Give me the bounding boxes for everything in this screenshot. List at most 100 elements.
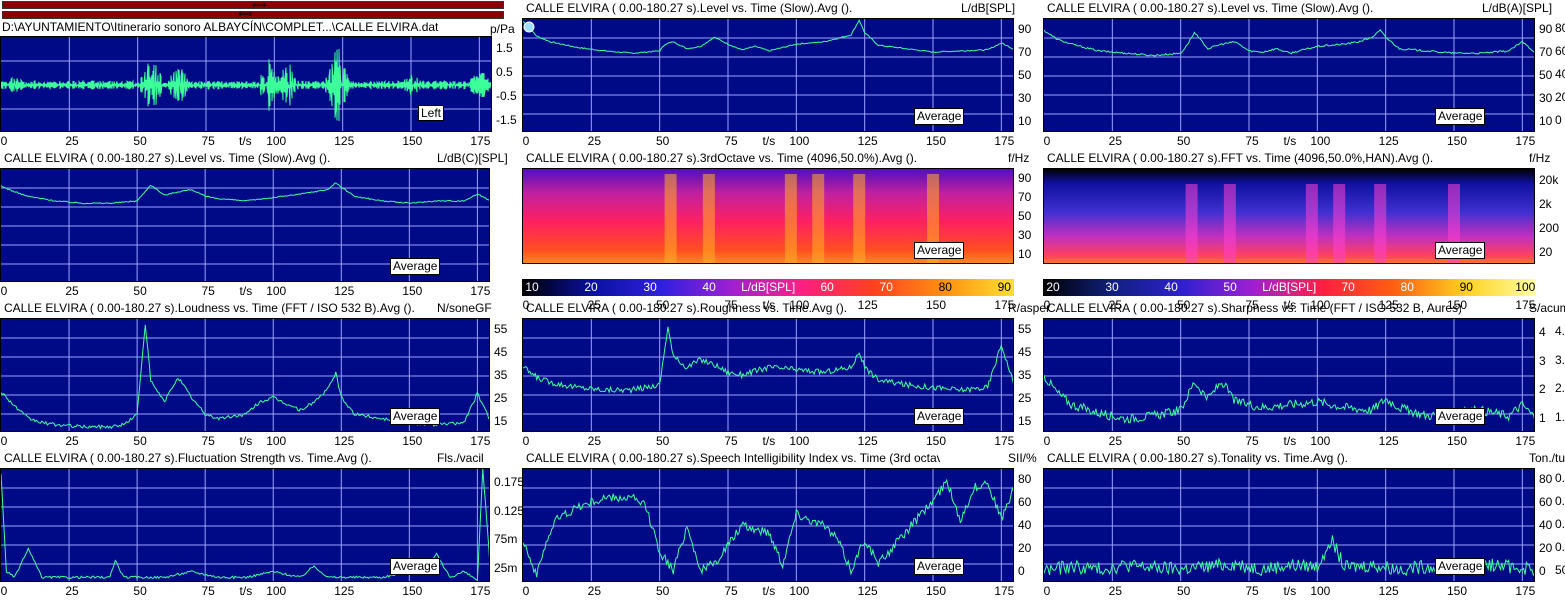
series-line <box>1 182 489 205</box>
y-tick-label: 1 <box>1539 410 1546 425</box>
colorbar-tick-label: 40 <box>702 280 716 294</box>
x-tick-label: 125 <box>857 584 878 598</box>
chart-title: CALLE ELVIRA ( 0.00-180.27 s).Fluctuatio… <box>4 451 372 465</box>
y-tick-label-secondary: 50m <box>1555 562 1565 577</box>
y-tick-label-secondary: 0.25 <box>1555 517 1565 531</box>
y-tick-label: 0.175 <box>494 475 525 490</box>
x-axis-label: t/s <box>762 298 776 312</box>
x-tick-label: 25 <box>587 434 602 448</box>
y-tick-label-secondary: 0.45 <box>1555 471 1565 486</box>
x-tick-label: 75 <box>201 434 215 448</box>
plot-area[interactable] <box>522 468 1014 582</box>
y-tick-label: 20 <box>1539 245 1553 259</box>
y-tick-label-secondary: 0.15 <box>1555 539 1565 554</box>
chart-title: CALLE ELVIRA ( 0.00-180.27 s).3rdOctave … <box>526 151 918 165</box>
y-tick-label: 25 <box>1018 390 1032 405</box>
x-tick-label: 175 <box>994 584 1015 598</box>
y-tick-label: 35 <box>494 368 508 382</box>
plot-svg <box>1044 169 1534 263</box>
x-tick-label: 25 <box>1108 584 1123 598</box>
waveform-trace <box>1 48 491 122</box>
x-tick-label: 175 <box>470 434 491 448</box>
waveform-y-tick: 1.5 <box>496 41 513 55</box>
colorbar-tick-label: 100 <box>1515 280 1536 294</box>
x-axis-label: t/s <box>762 584 776 598</box>
x-tick-label: 125 <box>857 134 878 148</box>
x-tick-label: 75 <box>1245 434 1259 448</box>
x-tick-label: 150 <box>1446 298 1468 312</box>
x-tick-label: 25 <box>587 134 602 148</box>
colorbar: 20 30 40 50 L/dB[SPL] 70 80 90 100 <box>1043 279 1535 296</box>
x-tick-label: 175 <box>994 298 1015 312</box>
x-tick-label: 50 <box>1176 298 1191 312</box>
colorbar-tick-label: L/dB[SPL] <box>741 280 796 294</box>
y-tick-label: 50 <box>1539 68 1553 82</box>
average-label: Average <box>390 408 441 425</box>
colorbar-tick-label: 50 <box>1223 280 1237 294</box>
colorbar-tick-label: 10 <box>525 280 539 294</box>
y-tick-label: 0 <box>1539 563 1546 578</box>
x-tick-label: 75 <box>724 584 738 598</box>
chart-title: CALLE ELVIRA ( 0.00-180.27 s).Level vs. … <box>4 151 331 165</box>
y-tick-label-secondary: 80 <box>1555 21 1565 36</box>
unit-label: f/Hz <box>1529 151 1551 165</box>
waveform-y-tick: 0.5 <box>496 65 513 79</box>
x-tick-label: 125 <box>334 284 355 298</box>
waveform-svg <box>1 37 491 131</box>
x-tick-label: 25 <box>65 584 79 598</box>
average-label: Average <box>1435 408 1486 425</box>
x-tick-label: 50 <box>133 284 147 298</box>
x-tick-label: 150 <box>402 284 423 298</box>
spectrogram-band <box>927 174 939 263</box>
average-label: Average <box>914 408 965 425</box>
average-label: Average <box>914 242 965 259</box>
average-label: Average <box>914 108 965 125</box>
plot-area[interactable] <box>1043 168 1535 264</box>
x-tick-label: 150 <box>402 434 423 448</box>
y-tick-label: 0.125 <box>494 503 525 518</box>
y-tick-label: 55 <box>1018 322 1032 337</box>
waveform-x-tick: 175 <box>470 134 491 148</box>
x-tick-label: 75 <box>1245 134 1259 148</box>
y-tick-label: 20 <box>1018 540 1032 555</box>
chart-title: CALLE ELVIRA ( 0.00-180.27 s).FFT vs. Ti… <box>1047 151 1434 165</box>
x-tick-label: 175 <box>1515 134 1536 148</box>
file-path: D:\AYUNTAMIENTO\Itinerario sonoro ALBAYC… <box>2 20 439 34</box>
x-tick-label: 50 <box>1176 434 1191 448</box>
scroll-track-top[interactable] <box>2 1 504 9</box>
y-tick-label: 20 <box>1539 540 1553 555</box>
colorbar-tick-label: 80 <box>1400 280 1414 294</box>
marker-icon[interactable] <box>523 21 535 33</box>
x-tick-label: 100 <box>266 284 287 298</box>
x-tick-label: 100 <box>266 584 287 598</box>
average-label: Average <box>1435 242 1486 259</box>
y-tick-label: 10 <box>1018 247 1032 262</box>
y-tick-label: 45 <box>494 345 508 360</box>
spectrogram-band <box>812 174 825 263</box>
x-tick-label: 0 <box>0 434 8 448</box>
x-axis-label: t/s <box>239 584 253 598</box>
chart-title: CALLE ELVIRA ( 0.00-180.27 s).Speech Int… <box>526 451 940 465</box>
waveform-plot[interactable]: Left <box>0 36 492 132</box>
x-tick-label: 75 <box>201 284 215 298</box>
x-tick-label: 100 <box>1310 584 1331 598</box>
waveform-x-tick: 50 <box>133 134 147 148</box>
spectrogram-band <box>702 174 715 263</box>
scroll-thumb-icon[interactable]: ⟺ <box>252 0 267 11</box>
scroll-track-bottom[interactable] <box>2 11 504 19</box>
chart-title: CALLE ELVIRA ( 0.00-180.27 s).Roughness … <box>526 301 848 315</box>
y-tick-label-secondary: 60 <box>1555 44 1565 59</box>
x-tick-label: 0 <box>522 134 530 148</box>
x-tick-label: 175 <box>470 584 491 598</box>
x-axis-label: t/s <box>239 284 253 298</box>
waveform-x-label: t/s <box>239 134 252 148</box>
y-tick-label: 15 <box>1018 413 1032 428</box>
chart-panel-p7: CALLE ELVIRA ( 0.00-180.27 s).Roughness … <box>522 300 1066 450</box>
spectrogram-band <box>664 174 677 263</box>
plot-svg <box>1 469 489 581</box>
x-tick-label: 125 <box>1378 298 1399 312</box>
scroll-thumb-icon[interactable]: ⟺ <box>238 9 253 20</box>
chart-panel-p11: CALLE ELVIRA ( 0.00-180.27 s).Tonality v… <box>1043 450 1565 602</box>
colorbar-tick-label: 80 <box>938 280 952 294</box>
x-tick-label: 50 <box>655 134 670 148</box>
